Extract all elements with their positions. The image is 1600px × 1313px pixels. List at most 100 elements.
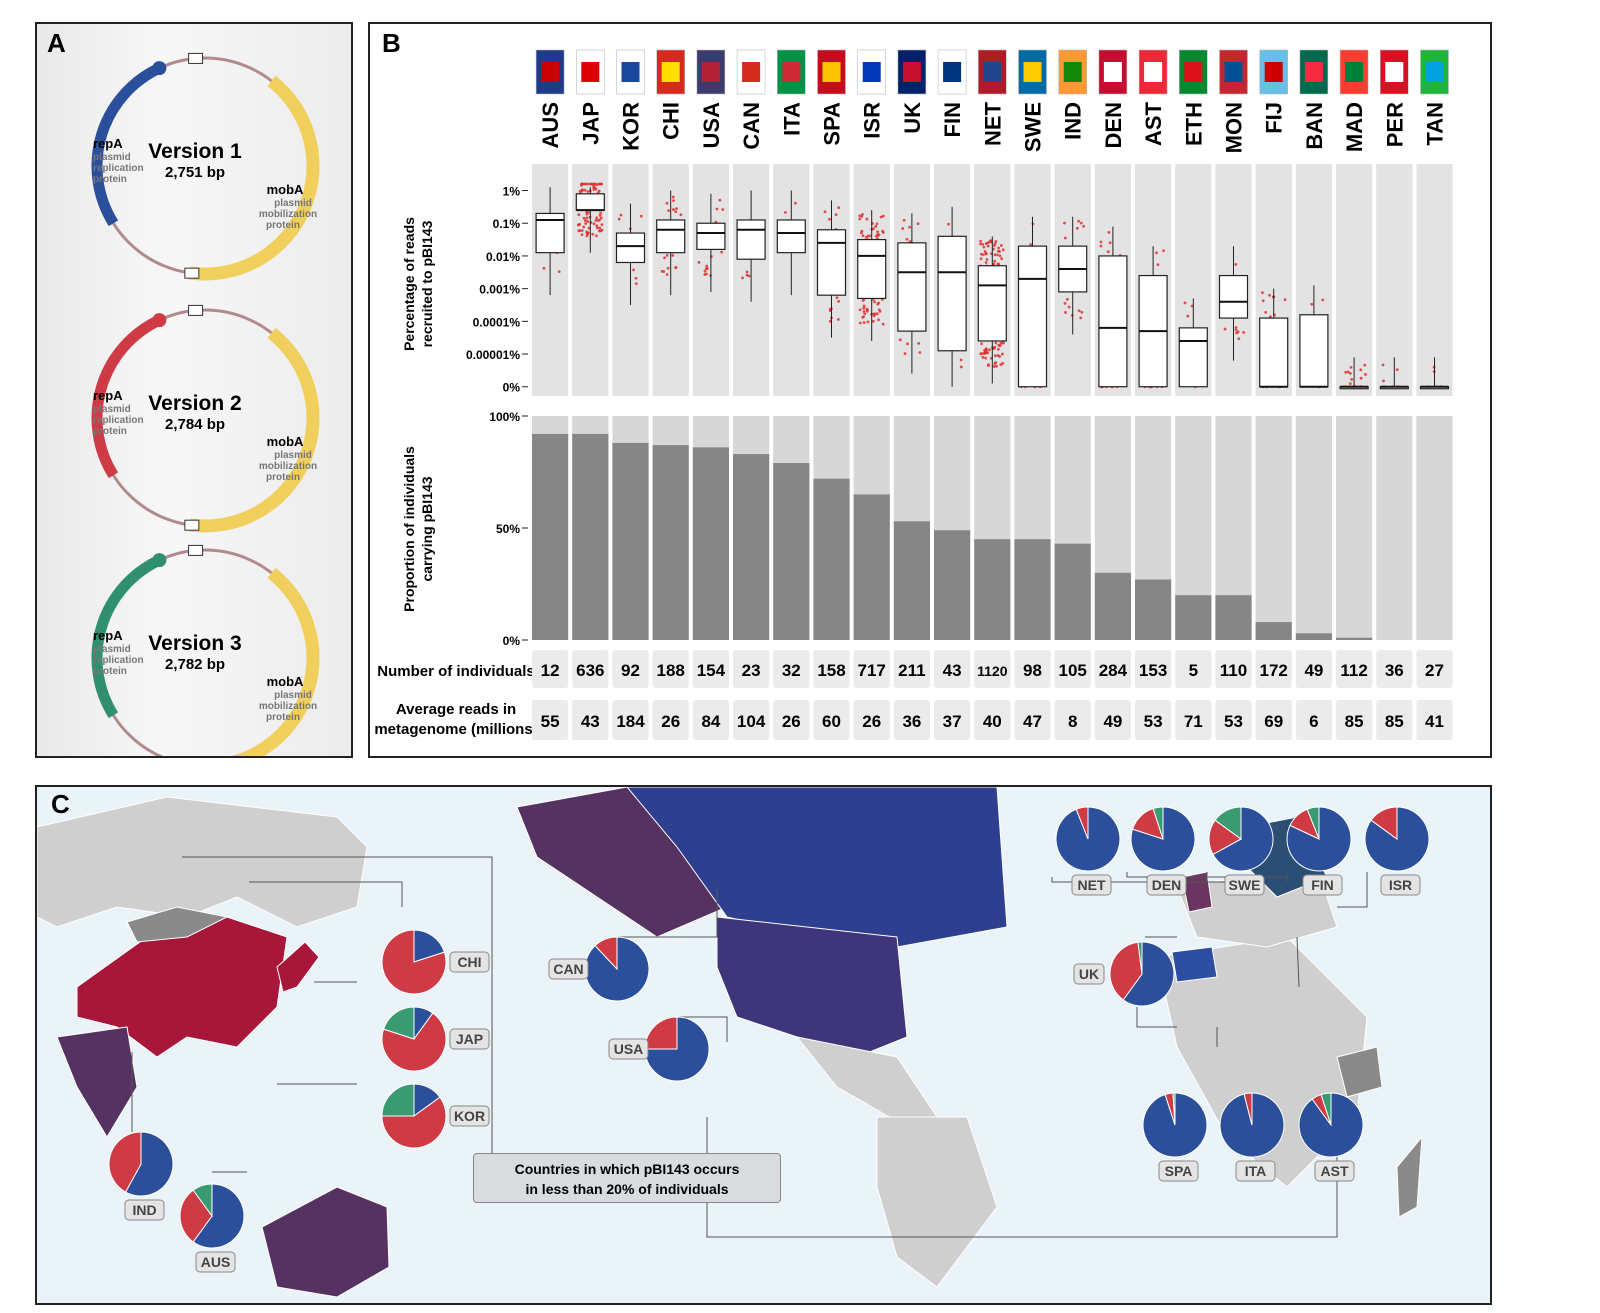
flag-net <box>977 49 1007 95</box>
box-point <box>994 341 998 345</box>
plasmid-diagrams: Version 12,751 bprepAplasmidreplicationp… <box>91 52 320 773</box>
table-cell-bg <box>1094 650 1131 688</box>
box-point <box>586 211 590 215</box>
box-point <box>598 226 602 230</box>
avg-reads-swe: 47 <box>1023 712 1042 731</box>
flag-den <box>1098 49 1128 95</box>
ori-box <box>188 304 204 316</box>
box-point <box>916 222 920 226</box>
flag-mad <box>1339 49 1369 95</box>
pie-label-box <box>548 958 589 980</box>
box-point <box>979 239 983 243</box>
box-point <box>996 347 1000 351</box>
box-point <box>1106 250 1110 254</box>
individuals-ast: 153 <box>1139 661 1167 680</box>
pie-ast: AST <box>1298 1092 1364 1182</box>
box-point <box>1107 231 1111 234</box>
flag-ast <box>1138 49 1168 95</box>
box-point <box>595 226 599 230</box>
box-point <box>997 246 1001 250</box>
pie-label-swe: SWE <box>1229 877 1261 893</box>
box-point <box>999 341 1003 345</box>
table-cell-bg <box>572 700 609 740</box>
box-point <box>672 199 675 202</box>
repa-arrow-head <box>152 553 167 568</box>
flag-emblem <box>1224 62 1243 82</box>
box-point <box>586 232 590 236</box>
box-point <box>1099 244 1103 248</box>
box-iqr <box>1098 255 1128 388</box>
gene2-desc: mobilization <box>259 701 317 712</box>
connector-line <box>1337 872 1368 908</box>
table-cell-bg <box>1295 700 1332 740</box>
pie-label-ind: IND <box>132 1202 156 1218</box>
box-point <box>595 234 598 238</box>
box-point <box>703 273 707 276</box>
box-point <box>1350 377 1354 381</box>
box-ytick-label: 0% <box>503 381 521 395</box>
flag-emblem <box>1304 62 1323 82</box>
pie-slice-v1 <box>192 1183 245 1249</box>
flag-kor <box>616 49 645 95</box>
avg-reads-tan: 41 <box>1425 712 1444 731</box>
box-point <box>986 351 989 355</box>
box-point <box>1268 293 1271 297</box>
box-point <box>868 234 872 238</box>
bar-ylabel-line1: Proportion of individuals <box>401 446 417 612</box>
box-point <box>828 309 832 312</box>
box-point <box>663 256 666 260</box>
connector-line <box>182 856 493 1157</box>
pie-ita: ITA <box>1219 1092 1285 1182</box>
gene2-desc: plasmid <box>274 450 312 461</box>
table-cell-bg <box>1336 700 1373 740</box>
box-point <box>1269 315 1272 319</box>
bar-swe <box>1014 539 1051 640</box>
avg-reads-usa: 84 <box>701 712 720 731</box>
bar-ind <box>1054 543 1091 640</box>
plasmid-title: Version 1 <box>148 140 242 163</box>
avg-reads-ast: 53 <box>1144 712 1163 731</box>
box-iqr <box>736 219 766 260</box>
table-cell-bg <box>572 650 609 688</box>
avg-reads-chi: 26 <box>661 712 680 731</box>
flag-field <box>1339 49 1369 95</box>
gene2-desc: mobilization <box>259 461 317 472</box>
box-point <box>592 185 596 189</box>
box-point <box>999 363 1003 366</box>
table-cell-bg <box>1175 700 1212 740</box>
land-mongolia <box>126 906 229 943</box>
bar-aus <box>532 433 569 640</box>
box-point <box>1156 263 1160 267</box>
flag-eth <box>1178 49 1208 95</box>
country-charts: AUS JAP KOR CHI USA CAN ITA SPA ISR UK FIN NET SWE IN… <box>374 49 1453 740</box>
country-label-fin: FIN <box>940 102 965 137</box>
box-point <box>675 207 678 210</box>
box-point <box>747 274 751 278</box>
pie-chi: CHI <box>381 929 490 995</box>
box-point <box>860 215 864 218</box>
pie-slice-v1 <box>1286 806 1352 872</box>
table-cell-bg <box>532 650 569 688</box>
pie-slice-v1 <box>124 1131 174 1197</box>
box-point <box>994 361 998 364</box>
flag-spa <box>817 49 846 95</box>
table-cell-bg <box>1175 650 1212 688</box>
individuals-net: 1120 <box>977 663 1008 679</box>
gene1-desc: protein <box>93 666 127 677</box>
box-point <box>557 270 561 274</box>
box-point <box>881 229 884 233</box>
country-label-chi: CHI <box>659 102 684 140</box>
box-point <box>1108 241 1112 245</box>
box-point <box>596 219 600 222</box>
table-cell-bg <box>1416 700 1453 740</box>
box-iqr <box>977 265 1007 342</box>
avg-reads-mad: 85 <box>1345 712 1364 731</box>
box-point <box>984 261 988 264</box>
box-point <box>862 306 866 310</box>
repa-arc <box>91 555 162 719</box>
gene1-desc: plasmid <box>93 152 131 163</box>
flag-emblem <box>621 62 640 82</box>
bar-isr <box>853 494 890 640</box>
box-point <box>1080 310 1084 314</box>
box-point <box>582 225 586 229</box>
